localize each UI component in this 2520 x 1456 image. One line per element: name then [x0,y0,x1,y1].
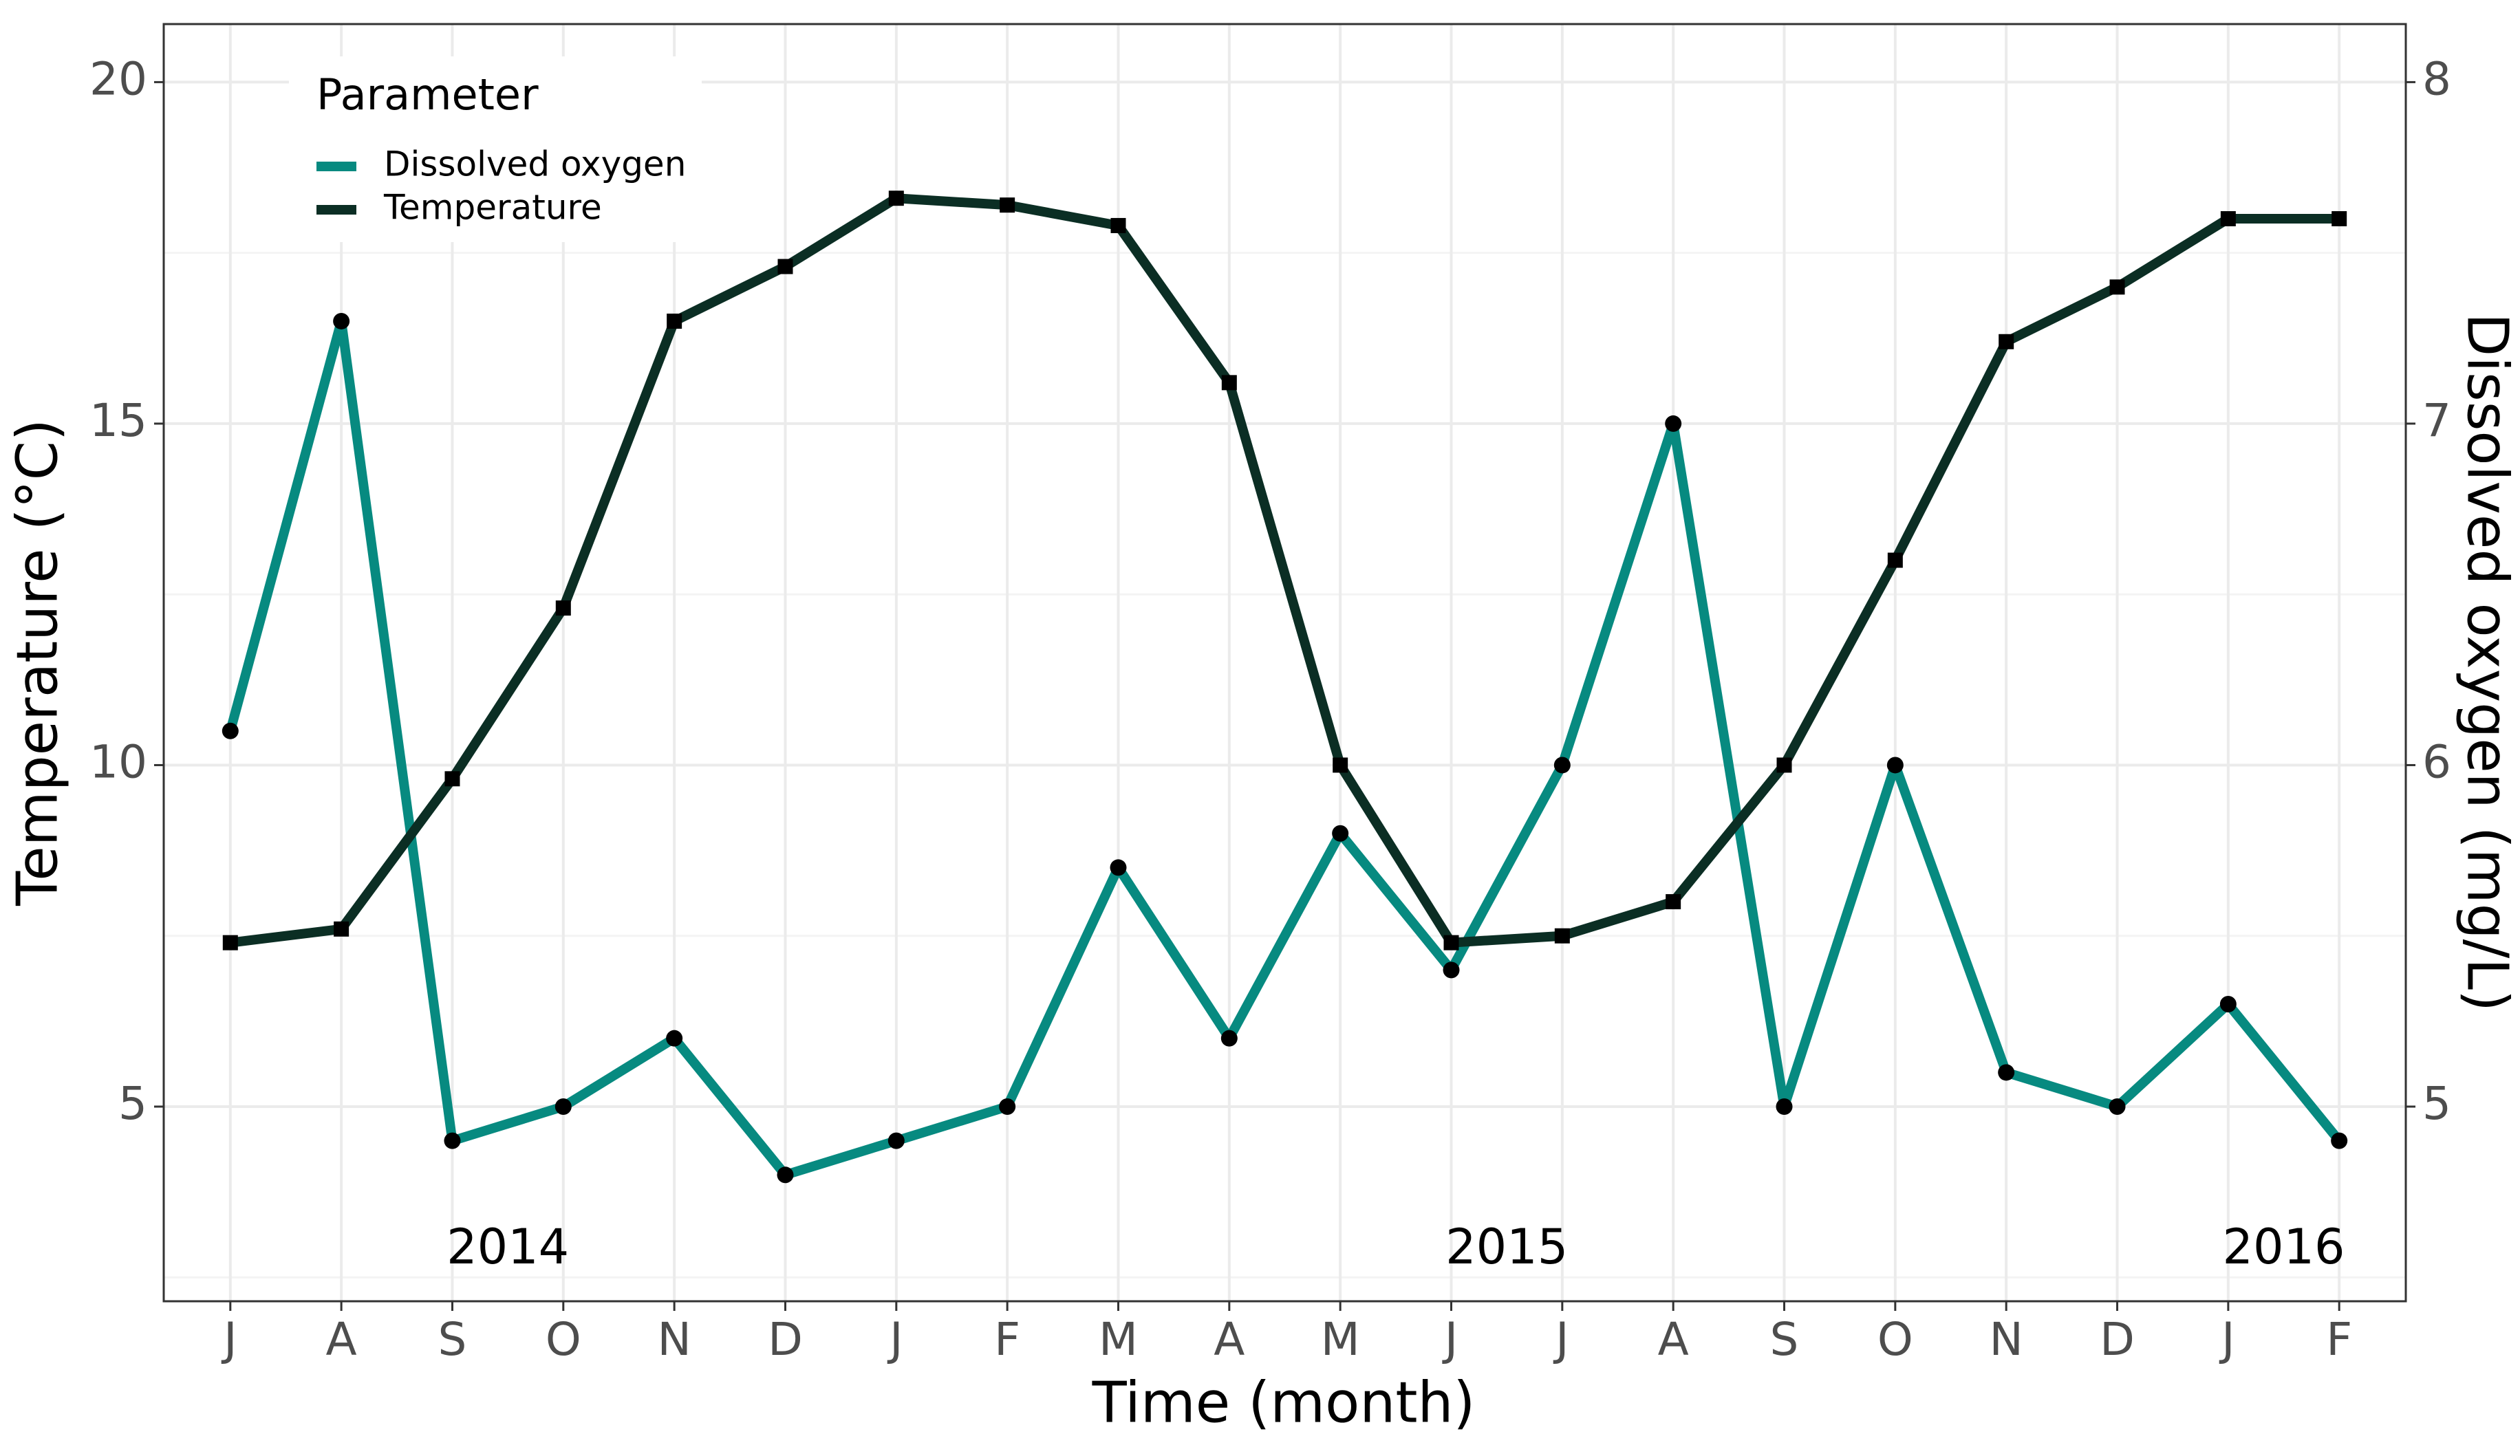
y-axis-title: Temperature (°C) [5,419,70,906]
data-point [444,771,460,787]
data-point [1886,757,1904,774]
data-point [333,312,350,329]
data-point [222,935,238,950]
data-point [1110,217,1126,233]
year-annotation: 2015 [1445,1219,1568,1275]
plot-border [162,23,2407,1303]
x-tick-label: N [657,1313,691,1366]
data-point [2220,211,2236,227]
x-tick-label: M [1099,1313,1138,1366]
data-point [1221,375,1237,391]
data-point [444,1132,461,1149]
x-tick-label: F [2326,1313,2352,1366]
x-tick-label: J [887,1313,903,1366]
data-point [887,1132,905,1149]
data-point [1443,961,1460,979]
data-point [1110,859,1127,876]
data-point [1553,757,1571,774]
data-point [1666,894,1681,910]
data-point [2331,211,2347,227]
data-point [1665,415,1682,432]
y-tick-label: 10 [89,736,147,789]
x-tick-label: A [1214,1313,1245,1366]
x-tick-label: O [546,1313,581,1366]
data-point [2109,1098,2126,1115]
legend-title: Parameter [316,69,539,120]
x-tick-label: A [326,1313,357,1366]
y-tick-label: 15 [89,394,147,447]
y2-tick-label: 7 [2422,394,2451,447]
x-tick-label: D [768,1313,803,1366]
data-point [1998,1064,2015,1081]
data-point [888,191,904,206]
year-annotation: 2016 [2222,1219,2345,1275]
legend-label: Dissolved oxygen [384,144,686,184]
series-line [229,193,2340,948]
data-point [1333,757,1348,773]
legend-label: Temperature [383,188,602,228]
data-point [554,1098,572,1115]
data-point [1220,1030,1238,1047]
data-point [555,600,571,616]
data-point [1887,552,1903,568]
data-point [667,313,682,329]
x-tick-label: S [438,1313,467,1366]
x-tick-label: A [1658,1313,1689,1366]
data-point [334,921,349,937]
data-point [999,1098,1016,1115]
data-point [1999,334,2014,349]
data-point [1776,1098,1793,1115]
x-tick-label: D [2100,1313,2135,1366]
x-tick-label: M [1321,1313,1360,1366]
y-tick-label: 5 [118,1077,147,1130]
y2-tick-label: 5 [2422,1077,2451,1130]
x-tick-label: J [1553,1313,1569,1366]
data-point [1776,757,1792,773]
data-point [777,1166,794,1184]
data-point [1443,935,1459,950]
year-annotation: 2014 [446,1219,569,1275]
data-point [777,259,793,274]
data-point [1332,825,1349,842]
data-point [2109,279,2125,295]
y-tick-label: 20 [89,52,147,105]
y2-tick-label: 6 [2422,736,2451,789]
x-tick-label: N [1990,1313,2023,1366]
y2-tick-label: 8 [2422,52,2451,105]
x-tick-label: S [1770,1313,1799,1366]
x-axis-title: Time (month) [1092,1370,1476,1435]
data-point [666,1030,683,1047]
x-tick-label: F [994,1313,1020,1366]
data-point [2219,996,2237,1013]
x-tick-label: J [2219,1313,2234,1366]
data-point [1000,197,1015,213]
data-point [222,722,239,739]
series-line [226,316,2343,1180]
x-tick-label: J [1442,1313,1458,1366]
data-point [2331,1132,2348,1149]
legend-box [289,56,702,242]
y2-axis-title: Dissolved oxygen (mg/L) [2455,313,2520,1012]
data-point [1554,928,1570,944]
x-tick-label: J [221,1313,237,1366]
x-tick-label: O [1877,1313,1913,1366]
